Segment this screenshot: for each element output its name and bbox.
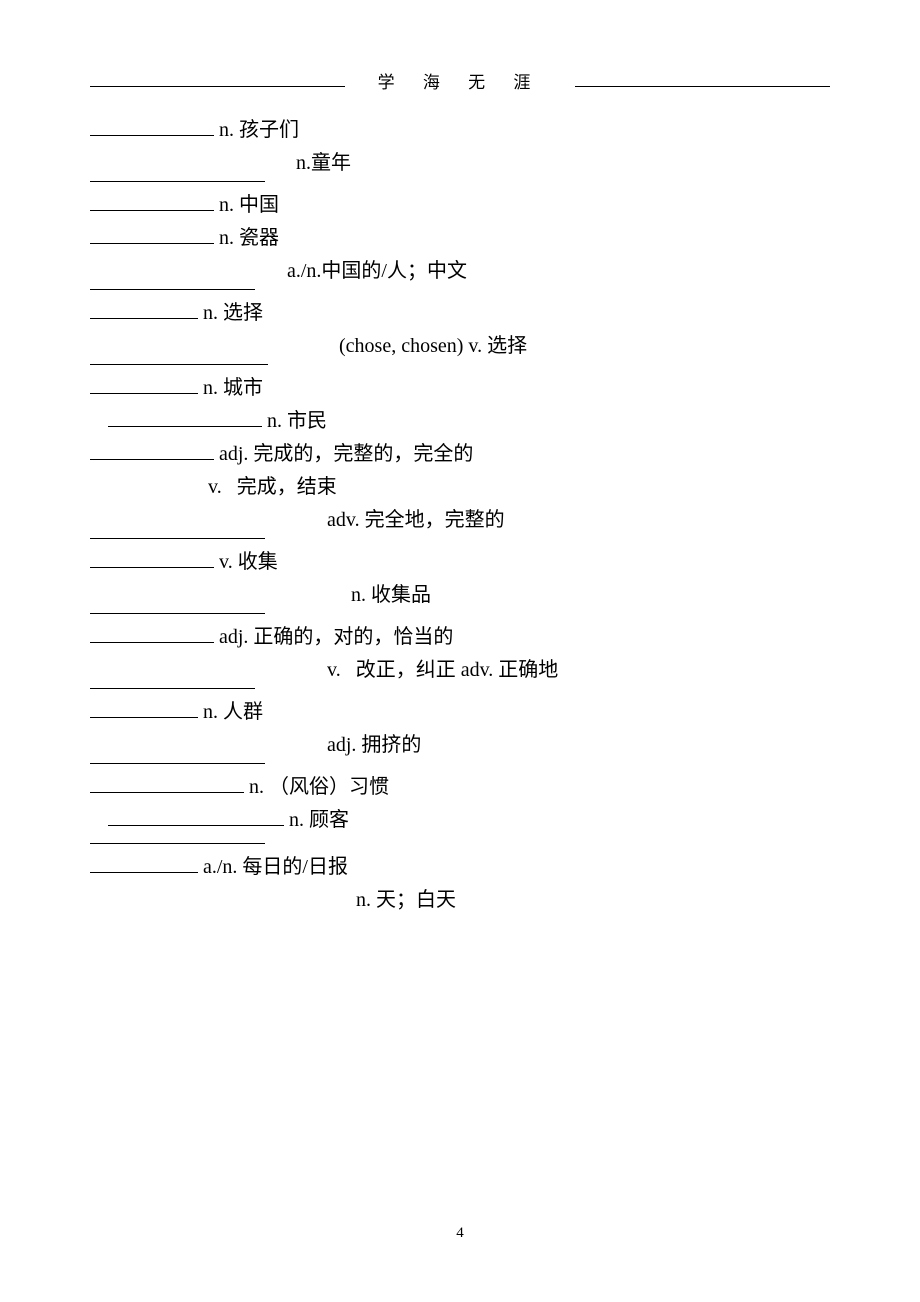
header-rule-left — [90, 86, 345, 87]
vocab-entry: n. 孩子们 n.童年 — [90, 120, 830, 182]
definition-text: v. 收集 — [214, 552, 278, 572]
entry-line-primary: n. 城市 — [90, 378, 830, 398]
vocab-entry: n. （风俗）习惯 — [90, 777, 830, 797]
definition-text: n. 收集品 — [346, 584, 431, 606]
page-number: 4 — [0, 1225, 920, 1242]
entry-line-secondary: n. 收集品 — [90, 585, 830, 614]
vocab-entry: n. 顾客 — [90, 810, 830, 844]
definition-text: n. 孩子们 — [214, 120, 299, 140]
page-header: 学 海 无 涯 — [90, 68, 830, 98]
fill-in-blank — [90, 688, 255, 689]
fill-in-blank — [90, 318, 198, 319]
definition-text: n. 人群 — [198, 702, 263, 722]
fill-in-blank — [90, 872, 198, 873]
fill-in-blank — [90, 181, 265, 182]
fill-in-blank — [108, 426, 262, 427]
definition-text: n. 城市 — [198, 378, 263, 398]
definition-text: v. 改正，纠正 adv. 正确地 — [322, 659, 558, 681]
entry-line-secondary: v. 改正，纠正 adv. 正确地 — [90, 660, 830, 689]
entry-line-secondary: (chose, chosen) v. 选择 — [90, 336, 830, 365]
fill-in-blank — [90, 567, 214, 568]
entry-line-primary: a./n. 每日的/日报 — [90, 857, 830, 877]
definition-text: n. 天；白天 — [351, 889, 456, 911]
vocab-entry: n. 中国 — [90, 195, 830, 215]
vocab-entry: adj. 正确的，对的，恰当的 v. 改正，纠正 adv. 正确地 — [90, 627, 830, 689]
fill-in-blank — [90, 135, 214, 136]
fill-in-blank — [90, 289, 255, 290]
vocab-entry: a./n. 每日的/日报 n. 天；白天 — [90, 857, 830, 910]
definition-text: n.童年 — [291, 152, 351, 174]
definition-text: adj. 拥挤的 — [322, 734, 421, 756]
definition-text: adj. 正确的，对的，恰当的 — [214, 627, 453, 647]
fill-in-blank — [108, 825, 284, 826]
entry-line-primary: v. 收集 — [90, 552, 830, 572]
definition-text: v. 完成，结束 — [208, 476, 337, 498]
definition-text: a./n.中国的/人；中文 — [282, 260, 467, 282]
fill-in-blank — [90, 763, 265, 764]
entry-line-secondary: adv. 完全地，完整的 — [90, 510, 830, 539]
definition-text: n. 中国 — [214, 195, 279, 215]
definition-text: n. 瓷器 — [214, 228, 279, 248]
entry-line-primary: n. 市民 — [108, 411, 830, 431]
definition-text: n. 顾客 — [284, 810, 349, 830]
fill-in-blank — [90, 613, 265, 614]
entry-line-primary: n. （风俗）习惯 — [90, 777, 830, 797]
fill-in-blank — [90, 364, 268, 365]
definition-text: a./n. 每日的/日报 — [198, 857, 348, 877]
definition-text: n. 市民 — [262, 411, 327, 431]
entry-line-primary: n. 中国 — [90, 195, 830, 215]
entry-line-primary: adj. 正确的，对的，恰当的 — [90, 627, 830, 647]
entry-line-secondary: v. 完成，结束 — [90, 477, 830, 497]
entry-line-secondary: n.童年 — [90, 153, 830, 182]
definition-text: adj. 完成的，完整的，完全的 — [214, 444, 473, 464]
vocab-entry: n. 市民 — [90, 411, 830, 431]
vocab-entry: n. 瓷器 a./n.中国的/人；中文 — [90, 228, 830, 290]
definition-text: (chose, chosen) v. 选择 — [334, 335, 527, 357]
fill-in-blank — [90, 210, 214, 211]
vocab-entry: n. 城市 — [90, 378, 830, 398]
entry-line-primary: n. 人群 — [90, 702, 830, 722]
vocab-entry: n. 选择 (chose, chosen) v. 选择 — [90, 303, 830, 365]
entry-line-primary: n. 瓷器 — [90, 228, 830, 248]
page-container: 学 海 无 涯 n. 孩子们 n.童年 n. 中国 n. 瓷器 a./n.中国的… — [0, 0, 920, 910]
entry-line-primary: n. 孩子们 — [90, 120, 830, 140]
entry-line-secondary: adj. 拥挤的 — [90, 735, 830, 764]
entry-line-secondary: n. 天；白天 — [90, 890, 830, 910]
vocabulary-list: n. 孩子们 n.童年 n. 中国 n. 瓷器 a./n.中国的/人；中文 n.… — [90, 120, 830, 910]
fill-in-blank — [90, 792, 244, 793]
vocab-entry: n. 人群 adj. 拥挤的 — [90, 702, 830, 764]
definition-text: n. （风俗）习惯 — [244, 777, 389, 797]
fill-in-blank — [90, 243, 214, 244]
definition-text: n. 选择 — [198, 303, 263, 323]
fill-in-blank — [90, 843, 265, 844]
vocab-entry: v. 收集 n. 收集品 — [90, 552, 830, 614]
fill-in-blank — [90, 717, 198, 718]
entry-line-primary: adj. 完成的，完整的，完全的 — [90, 444, 830, 464]
definition-text: adv. 完全地，完整的 — [322, 509, 505, 531]
vocab-entry: adj. 完成的，完整的，完全的 v. 完成，结束 adv. 完全地，完整的 — [90, 444, 830, 539]
fill-in-blank — [90, 393, 198, 394]
entry-line-primary: n. 选择 — [90, 303, 830, 323]
entry-line-secondary: a./n.中国的/人；中文 — [90, 261, 830, 290]
header-title: 学 海 无 涯 — [378, 68, 543, 93]
entry-line-primary: n. 顾客 — [108, 810, 830, 830]
fill-in-blank — [90, 642, 214, 643]
fill-in-blank — [90, 459, 214, 460]
header-rule-right — [575, 86, 830, 87]
entry-line-secondary — [90, 843, 830, 844]
fill-in-blank — [90, 538, 265, 539]
